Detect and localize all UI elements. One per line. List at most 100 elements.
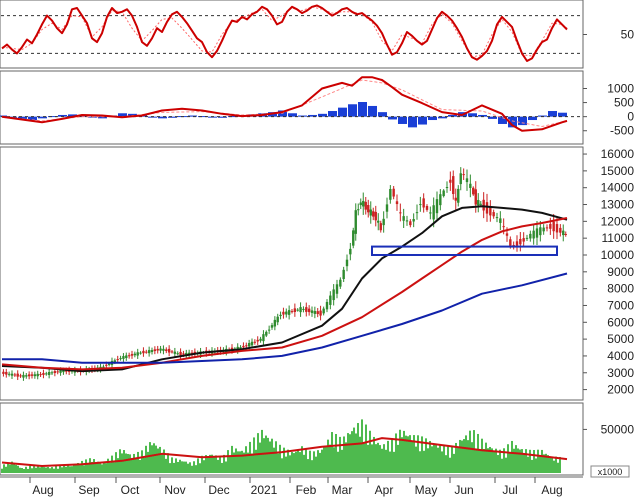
price-candle-body bbox=[319, 310, 322, 316]
volume-bar bbox=[251, 453, 253, 473]
price-candle-body bbox=[19, 375, 22, 377]
volume-bar bbox=[7, 462, 9, 473]
volume-bar bbox=[79, 465, 81, 473]
price-candle-body bbox=[247, 343, 251, 347]
volume-bar bbox=[179, 459, 181, 473]
volume-bar bbox=[413, 435, 415, 473]
price-candle-body bbox=[262, 334, 265, 342]
price-candle-body bbox=[150, 350, 154, 352]
volume-bar bbox=[455, 442, 457, 473]
volume-bar bbox=[203, 460, 205, 473]
volume-bar bbox=[293, 453, 295, 473]
oscillator-main-line bbox=[1, 4, 568, 62]
price-candle-body bbox=[379, 223, 382, 231]
volume-bar bbox=[89, 458, 91, 473]
volume-bar bbox=[231, 445, 233, 473]
volume-bar bbox=[43, 467, 45, 473]
volume-bar bbox=[155, 445, 157, 473]
price-candle-body bbox=[59, 370, 62, 373]
volume-bar bbox=[111, 455, 113, 473]
volume-bar bbox=[339, 436, 341, 473]
volume-bar bbox=[485, 442, 487, 473]
price-candle-body bbox=[62, 370, 65, 373]
volume-bar bbox=[185, 461, 187, 473]
price-candle-body bbox=[505, 233, 509, 236]
volume-bar bbox=[205, 455, 207, 473]
volume-bar bbox=[529, 449, 531, 473]
price-candle-body bbox=[369, 209, 372, 216]
volume-bar bbox=[283, 447, 285, 473]
volume-bar bbox=[525, 449, 527, 473]
price-tick-label: 6000 bbox=[607, 315, 634, 329]
x-axis-tick-label: Jun bbox=[454, 483, 473, 497]
price-candle-body bbox=[352, 230, 355, 246]
volume-bar bbox=[535, 458, 537, 473]
macd-histogram-bar bbox=[448, 114, 457, 117]
price-candle-body bbox=[462, 174, 465, 176]
price-candle-body bbox=[287, 310, 291, 315]
volume-bar bbox=[301, 446, 303, 473]
volume-bar bbox=[495, 448, 497, 473]
price-candle-body bbox=[372, 211, 375, 217]
price-candle-body bbox=[415, 212, 419, 214]
volume-bar bbox=[361, 419, 363, 473]
volume-bar bbox=[229, 456, 231, 473]
volume-bar bbox=[463, 439, 465, 473]
price-candle-body bbox=[136, 352, 139, 356]
price-tick-label: 13000 bbox=[601, 198, 635, 212]
price-candle-body bbox=[47, 371, 51, 375]
macd-histogram-bar bbox=[348, 104, 357, 117]
volume-bar bbox=[501, 458, 503, 473]
volume-bar bbox=[313, 451, 315, 473]
volume-bar bbox=[257, 433, 259, 473]
price-candle-body bbox=[339, 279, 342, 287]
volume-bar bbox=[235, 448, 237, 473]
price-candle-body bbox=[555, 224, 559, 233]
volume-bar bbox=[13, 464, 15, 473]
volume-bar bbox=[421, 436, 423, 473]
volume-bar bbox=[541, 449, 543, 473]
price-candle-body bbox=[173, 351, 177, 354]
price-tick-label: 3000 bbox=[607, 366, 634, 380]
volume-bar bbox=[269, 441, 271, 473]
x-axis-tick-label: Nov bbox=[164, 483, 185, 497]
volume-bar bbox=[123, 450, 125, 473]
price-candle-body bbox=[36, 373, 39, 377]
volume-bar bbox=[317, 450, 319, 473]
volume-bar bbox=[331, 432, 333, 473]
volume-bar bbox=[481, 438, 483, 473]
oscillator-tick-label: 50 bbox=[621, 28, 635, 42]
macd-histogram-bar bbox=[468, 113, 477, 117]
volume-bar bbox=[199, 463, 201, 473]
volume-bar bbox=[227, 450, 229, 473]
price-candle-body bbox=[253, 341, 257, 343]
price-candle-body bbox=[162, 348, 165, 351]
volume-bar bbox=[159, 446, 161, 473]
volume-bar bbox=[207, 457, 209, 473]
volume-bar bbox=[519, 449, 521, 473]
price-candle-body bbox=[230, 347, 234, 351]
price-candle-body bbox=[409, 221, 412, 226]
volume-bar bbox=[161, 453, 163, 473]
volume-bar bbox=[355, 433, 357, 473]
macd-histogram-bar bbox=[198, 116, 207, 118]
volume-bar bbox=[49, 468, 51, 473]
volume-bar bbox=[353, 427, 355, 473]
price-candle-body bbox=[399, 212, 402, 214]
price-candle-body bbox=[156, 348, 159, 351]
volume-bar bbox=[21, 468, 23, 473]
volume-bar bbox=[539, 455, 541, 473]
volume-bar bbox=[9, 464, 11, 473]
volume-bar bbox=[97, 461, 99, 473]
price-candle-body bbox=[296, 309, 299, 311]
x-axis: Aug Sep Oct Nov Dec 2021 Feb Mar Apr May Jun Jul Aug bbox=[0, 476, 583, 497]
price-candle-body bbox=[145, 351, 148, 353]
volume-bar bbox=[357, 423, 359, 473]
price-candle-body bbox=[469, 183, 472, 188]
price-tick-label: 15000 bbox=[601, 164, 635, 178]
volume-bar bbox=[171, 457, 173, 473]
price-candle-body bbox=[305, 307, 308, 312]
volume-bar bbox=[411, 441, 413, 473]
volume-bar bbox=[537, 449, 539, 473]
macd-signal-line bbox=[1, 79, 568, 127]
